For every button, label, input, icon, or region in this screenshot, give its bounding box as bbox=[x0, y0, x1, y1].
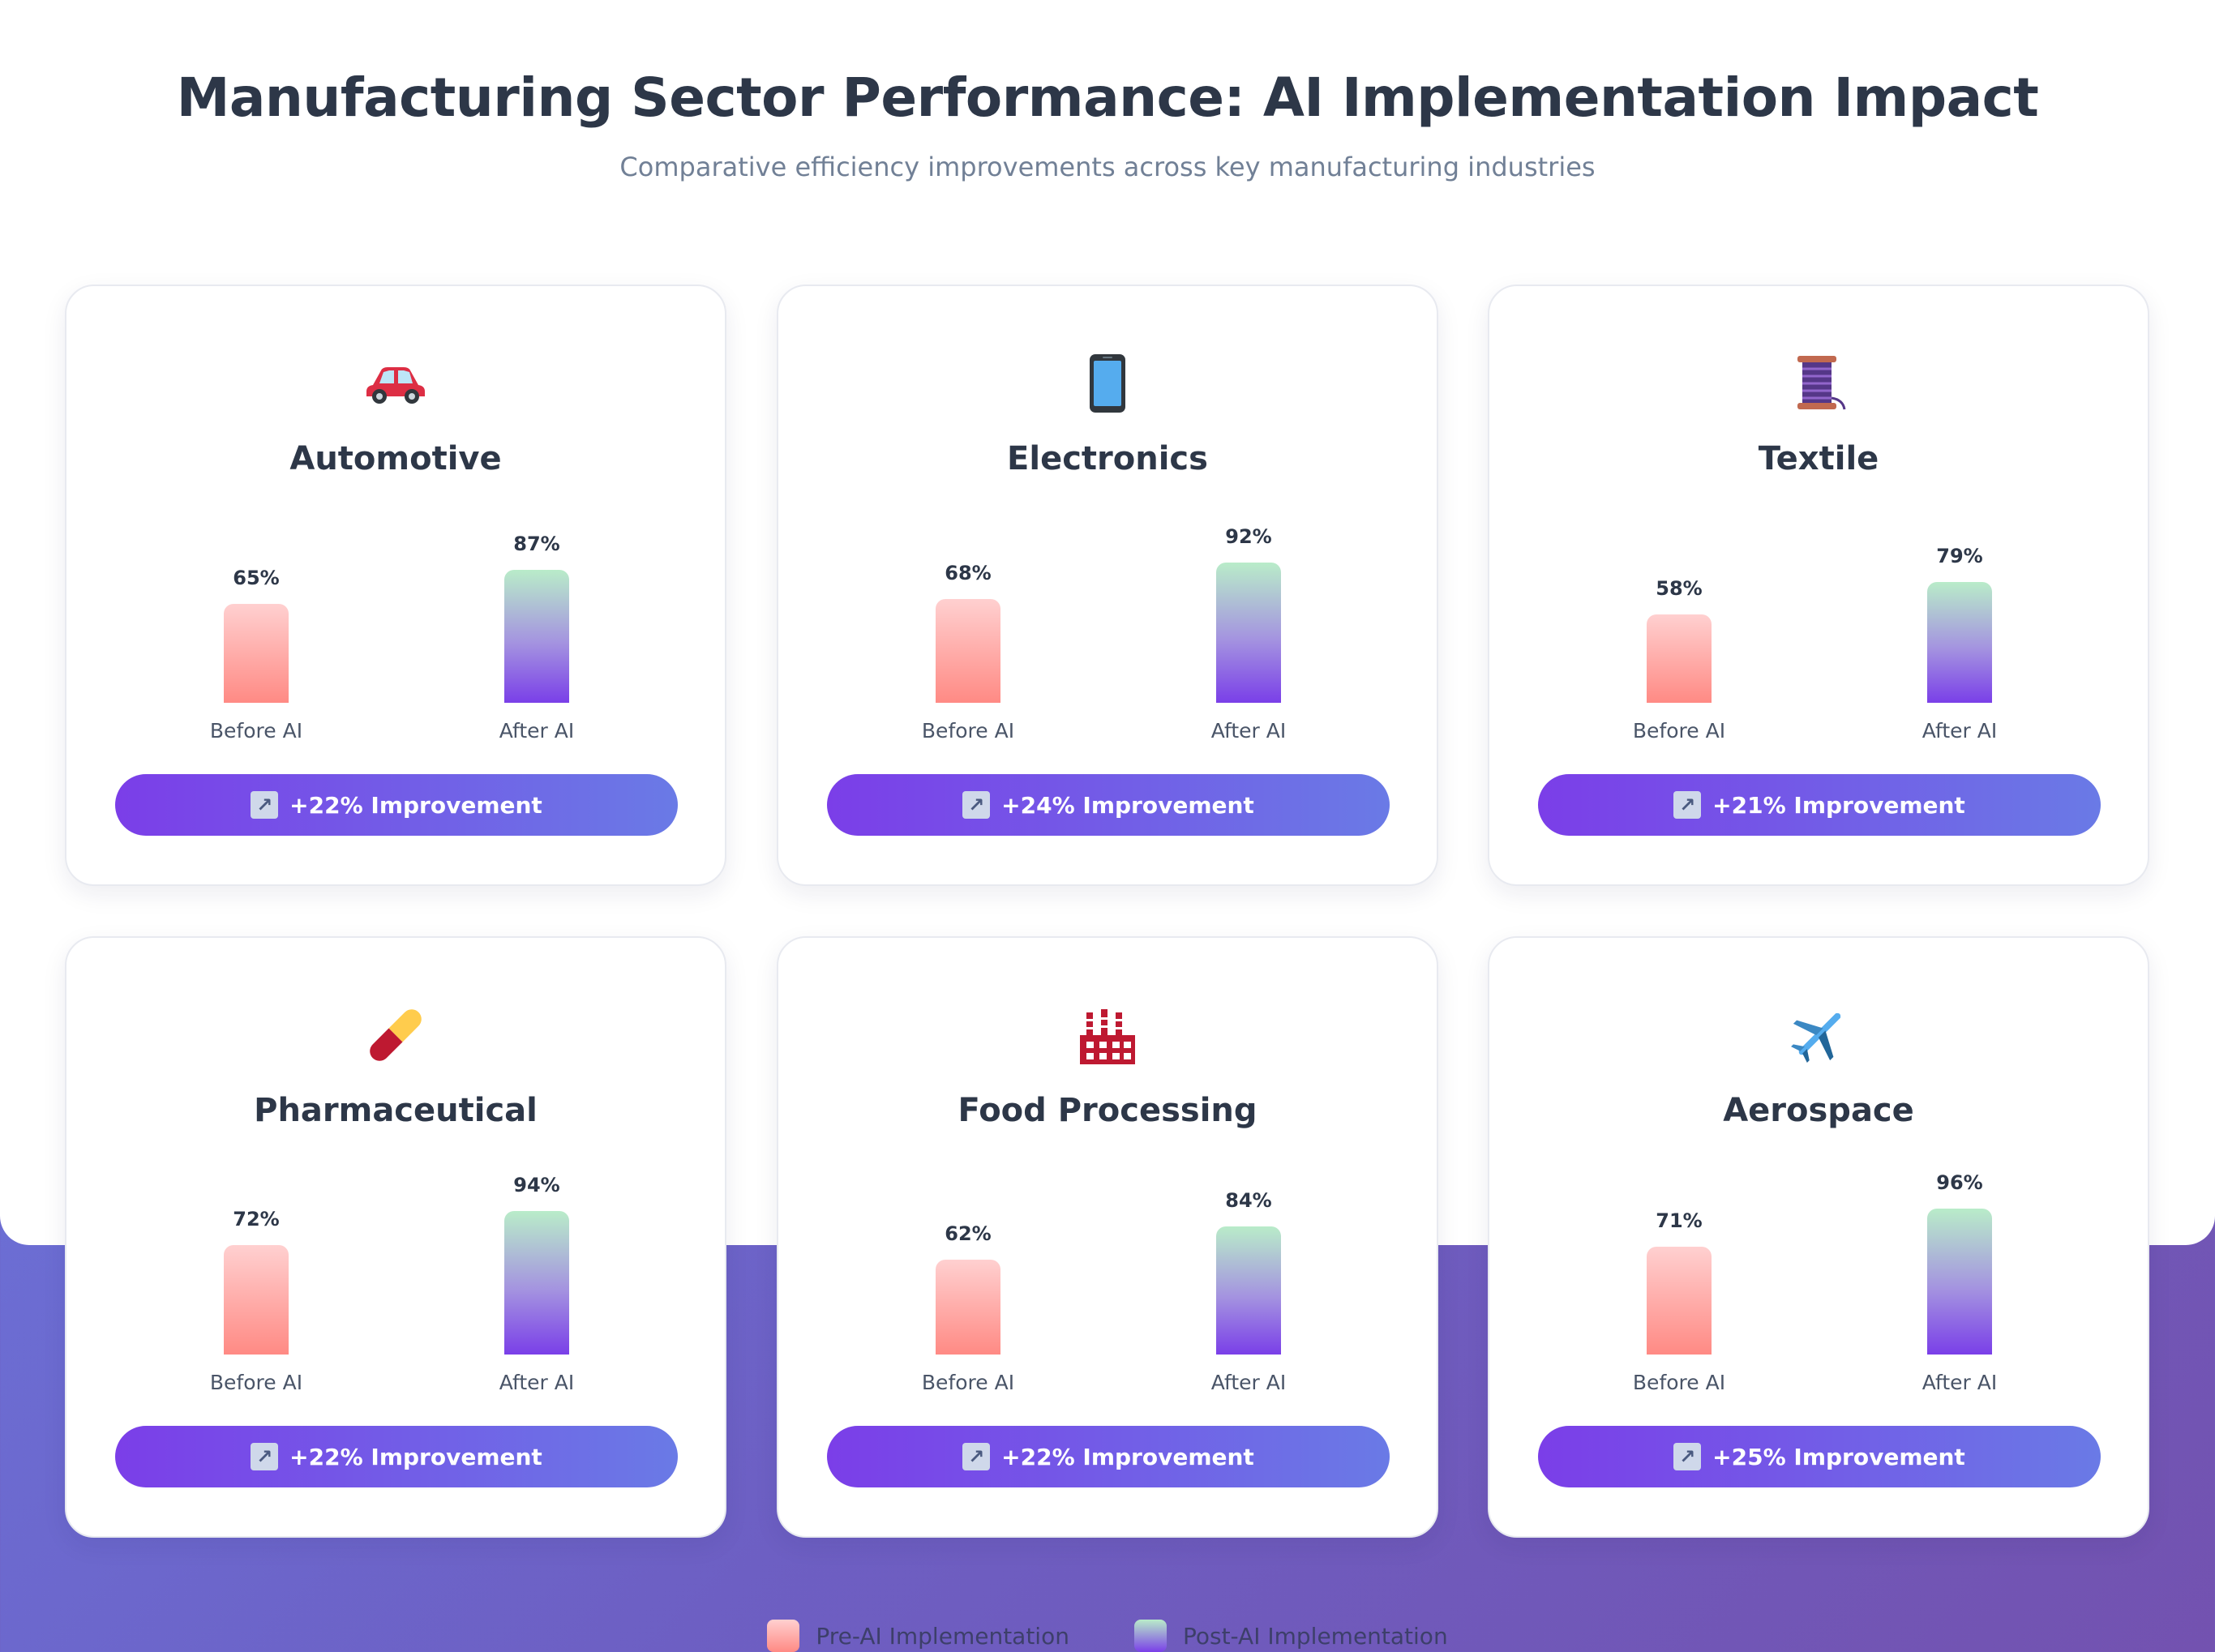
sector-title: Textile bbox=[1758, 440, 1879, 477]
page-title: Manufacturing Sector Performance: AI Imp… bbox=[176, 66, 2039, 129]
arrow-up-right-icon: ↗ bbox=[1673, 791, 1702, 819]
data-label-after-ai: 79% bbox=[1936, 545, 1983, 568]
data-label-after-ai: 92% bbox=[1225, 525, 1272, 549]
bar-after-ai bbox=[504, 570, 569, 703]
bar-before-ai bbox=[1647, 614, 1712, 703]
arrow-up-right-icon: ↗ bbox=[251, 791, 279, 819]
bar-before-ai bbox=[936, 599, 1000, 703]
data-label-before-ai: 65% bbox=[233, 566, 280, 589]
bar-before-ai bbox=[224, 603, 289, 703]
arrow-up-right-icon: ↗ bbox=[962, 1443, 991, 1470]
sector-card-automotive: Automotive 65% 87% Before AI After AI ↗ +22% I… bbox=[65, 285, 726, 886]
improvement-label: +25% Improvement bbox=[1712, 1443, 1965, 1470]
data-label-after-ai: 94% bbox=[513, 1174, 560, 1197]
sector-card-electronics: Electronics 68% 92% Before AI After AI ↗ +24% … bbox=[777, 285, 1438, 886]
sector-title: Electronics bbox=[1007, 440, 1208, 477]
data-label-after-ai: 96% bbox=[1936, 1171, 1983, 1194]
airplane-icon bbox=[1489, 995, 2148, 1076]
bar-before-ai bbox=[224, 1244, 289, 1355]
improvement-label: +22% Improvement bbox=[289, 791, 542, 819]
bar-after-ai bbox=[1216, 563, 1281, 703]
data-label-before-ai: 58% bbox=[1656, 576, 1703, 600]
arrow-up-right-icon: ↗ bbox=[962, 791, 991, 819]
category-label-after-ai: After AI bbox=[1922, 1371, 1998, 1394]
data-label-after-ai: 87% bbox=[513, 533, 560, 556]
improvement-label: +22% Improvement bbox=[1001, 1443, 1254, 1470]
bar-before-ai bbox=[936, 1260, 1000, 1355]
category-label-before-ai: Before AI bbox=[1632, 719, 1726, 743]
legend-item-post-ai: Post-AI Implementation bbox=[1133, 1620, 1448, 1652]
data-label-before-ai: 72% bbox=[233, 1207, 280, 1230]
category-label-after-ai: After AI bbox=[499, 1371, 575, 1394]
sector-card-food-processing: Food Processing 62% 84% Before AI After AI ↗ +… bbox=[777, 936, 1438, 1538]
sector-title: Aerospace bbox=[1723, 1092, 1914, 1129]
improvement-label: +21% Improvement bbox=[1712, 791, 1965, 819]
data-label-after-ai: 84% bbox=[1225, 1189, 1272, 1213]
bar-after-ai bbox=[1216, 1226, 1281, 1355]
legend-label-post-ai: Post-AI Implementation bbox=[1182, 1622, 1448, 1650]
sector-card-textile: Textile 58% 79% Before AI After AI ↗ +21% Impr… bbox=[1488, 285, 2149, 886]
car-icon bbox=[66, 343, 725, 424]
legend-swatch-post-ai bbox=[1133, 1620, 1167, 1652]
page-subtitle: Comparative efficiency improvements acro… bbox=[619, 152, 1596, 182]
category-label-before-ai: Before AI bbox=[921, 719, 1015, 743]
arrow-up-right-icon: ↗ bbox=[251, 1443, 279, 1470]
bar-after-ai bbox=[504, 1211, 569, 1355]
improvement-badge: ↗ +22% Improvement bbox=[115, 1426, 678, 1487]
category-label-before-ai: Before AI bbox=[209, 719, 303, 743]
improvement-badge: ↗ +25% Improvement bbox=[1538, 1426, 2101, 1487]
category-label-before-ai: Before AI bbox=[209, 1371, 303, 1394]
sector-title: Food Processing bbox=[958, 1092, 1257, 1129]
legend-swatch-pre-ai bbox=[767, 1620, 800, 1652]
sector-card-aerospace: Aerospace 71% 96% Before AI After AI ↗ +25% Im… bbox=[1488, 936, 2149, 1538]
sector-title: Pharmaceutical bbox=[254, 1092, 538, 1129]
bar-before-ai bbox=[1647, 1246, 1712, 1355]
legend-label-pre-ai: Pre-AI Implementation bbox=[816, 1622, 1069, 1650]
category-label-after-ai: After AI bbox=[1210, 1371, 1287, 1394]
legend-item-pre-ai: Pre-AI Implementation bbox=[767, 1620, 1069, 1652]
sector-title: Automotive bbox=[289, 440, 502, 477]
data-label-before-ai: 62% bbox=[945, 1222, 992, 1246]
bar-after-ai bbox=[1927, 1208, 1992, 1355]
thread-spool-icon bbox=[1489, 343, 2148, 424]
improvement-badge: ↗ +22% Improvement bbox=[115, 774, 678, 836]
bar-after-ai bbox=[1927, 582, 1992, 703]
arrow-up-right-icon: ↗ bbox=[1673, 1443, 1702, 1470]
mobile-phone-icon bbox=[778, 343, 1437, 424]
category-label-after-ai: After AI bbox=[1922, 719, 1998, 743]
sector-card-pharmaceutical: Pharmaceutical 72% 94% Before AI After AI ↗ +2… bbox=[65, 936, 726, 1538]
data-label-before-ai: 71% bbox=[1656, 1209, 1703, 1232]
category-label-before-ai: Before AI bbox=[1632, 1371, 1726, 1394]
improvement-label: +22% Improvement bbox=[289, 1443, 542, 1470]
improvement-badge: ↗ +22% Improvement bbox=[827, 1426, 1390, 1487]
pill-icon bbox=[66, 995, 725, 1076]
category-label-after-ai: After AI bbox=[499, 719, 575, 743]
category-label-before-ai: Before AI bbox=[921, 1371, 1015, 1394]
improvement-badge: ↗ +21% Improvement bbox=[1538, 774, 2101, 836]
improvement-badge: ↗ +24% Improvement bbox=[827, 774, 1390, 836]
data-label-before-ai: 68% bbox=[945, 562, 992, 585]
category-label-after-ai: After AI bbox=[1210, 719, 1287, 743]
chart-legend: Pre-AI Implementation Post-AI Implementa… bbox=[0, 1618, 2215, 1652]
improvement-label: +24% Improvement bbox=[1001, 791, 1254, 819]
factory-icon bbox=[778, 995, 1437, 1076]
